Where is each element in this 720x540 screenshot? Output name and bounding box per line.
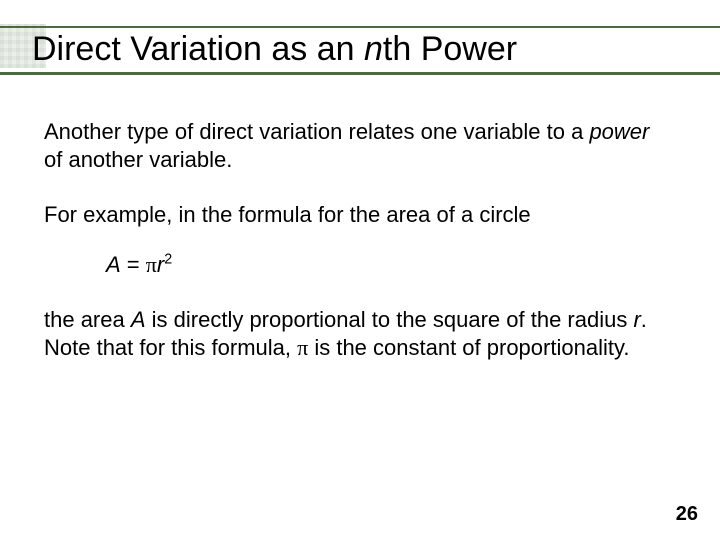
slide-header: Direct Variation as an nth Power bbox=[0, 0, 720, 100]
formula-A: A bbox=[106, 252, 121, 277]
p3-a: the area bbox=[44, 307, 131, 332]
paragraph-1: Another type of direct variation relates… bbox=[44, 118, 670, 173]
title-pre: Direct Variation as an bbox=[32, 30, 364, 68]
pi-symbol: π bbox=[146, 252, 157, 277]
header-rule-top bbox=[0, 26, 720, 28]
paragraph-2: For example, in the formula for the area… bbox=[44, 201, 670, 229]
slide: Direct Variation as an nth Power Another… bbox=[0, 0, 720, 540]
p3-f: is the constant of proportionality. bbox=[308, 335, 629, 360]
p1-ital: power bbox=[589, 119, 649, 144]
pi-symbol-inline: π bbox=[297, 335, 308, 360]
p1-post: of another variable. bbox=[44, 147, 232, 172]
p3-c: is directly proportional to the square o… bbox=[146, 307, 634, 332]
slide-title: Direct Variation as an nth Power bbox=[32, 30, 517, 69]
formula-exp: 2 bbox=[164, 251, 172, 267]
formula: A = πr2 bbox=[44, 251, 670, 279]
p3-b: A bbox=[131, 307, 146, 332]
paragraph-3: the area A is directly proportional to t… bbox=[44, 306, 670, 361]
title-post: th Power bbox=[383, 30, 517, 68]
page-number: 26 bbox=[676, 503, 698, 526]
p3-d: r bbox=[633, 307, 640, 332]
header-rule-bottom bbox=[0, 72, 720, 75]
p1-pre: Another type of direct variation relates… bbox=[44, 119, 589, 144]
title-ital: n bbox=[364, 30, 383, 68]
formula-eq: = bbox=[121, 252, 146, 277]
slide-body: Another type of direct variation relates… bbox=[44, 118, 670, 389]
